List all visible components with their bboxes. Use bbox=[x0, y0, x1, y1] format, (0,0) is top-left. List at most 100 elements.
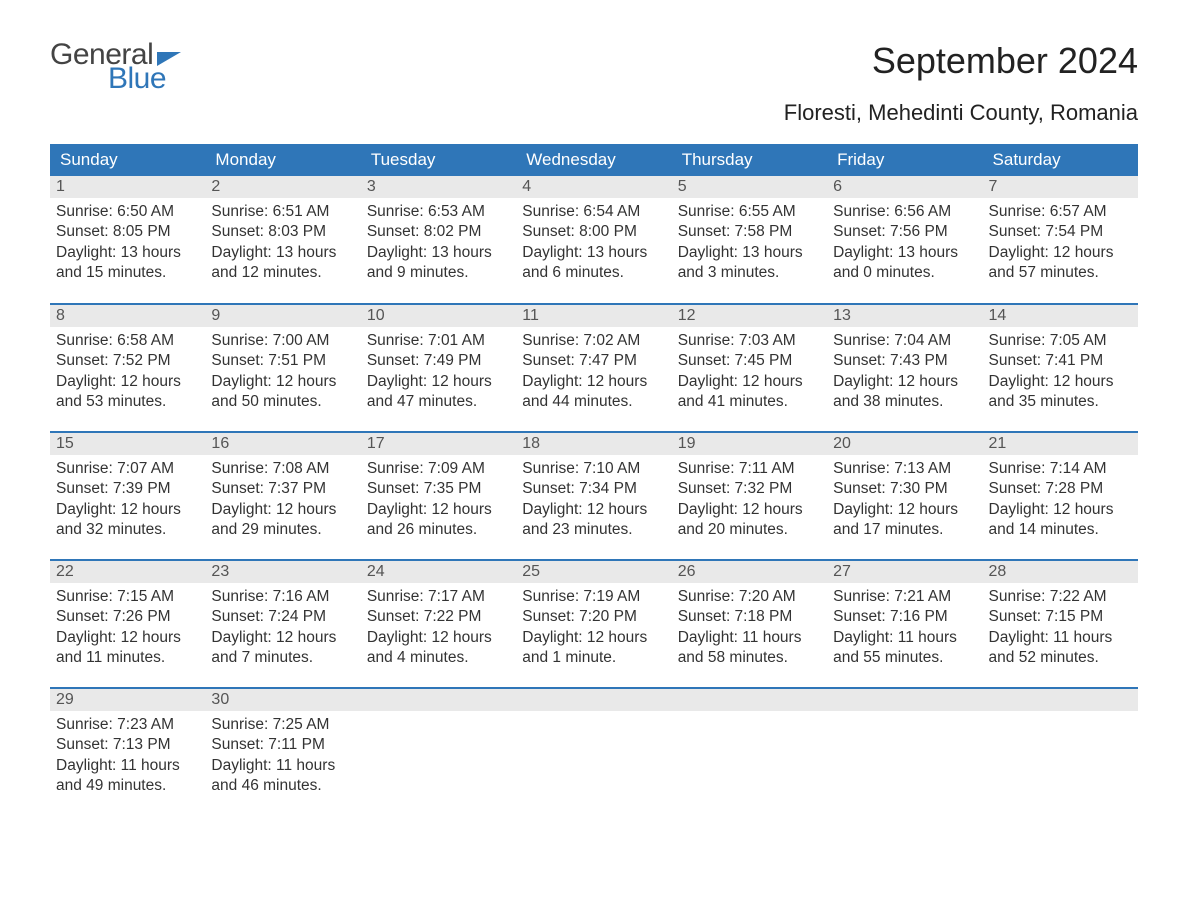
calendar-day-cell bbox=[827, 688, 982, 816]
day-details: Sunrise: 7:00 AMSunset: 7:51 PMDaylight:… bbox=[205, 327, 360, 419]
day-number-empty bbox=[983, 689, 1138, 711]
day-details: Sunrise: 6:55 AMSunset: 7:58 PMDaylight:… bbox=[672, 198, 827, 290]
day-details: Sunrise: 7:14 AMSunset: 7:28 PMDaylight:… bbox=[983, 455, 1138, 547]
day-number: 10 bbox=[361, 305, 516, 327]
calendar-day-cell: 21Sunrise: 7:14 AMSunset: 7:28 PMDayligh… bbox=[983, 432, 1138, 560]
calendar-day-cell: 23Sunrise: 7:16 AMSunset: 7:24 PMDayligh… bbox=[205, 560, 360, 688]
day-details: Sunrise: 6:53 AMSunset: 8:02 PMDaylight:… bbox=[361, 198, 516, 290]
day-details: Sunrise: 6:54 AMSunset: 8:00 PMDaylight:… bbox=[516, 198, 671, 290]
day-number: 18 bbox=[516, 433, 671, 455]
calendar-day-cell: 2Sunrise: 6:51 AMSunset: 8:03 PMDaylight… bbox=[205, 176, 360, 304]
day-number: 22 bbox=[50, 561, 205, 583]
day-details: Sunrise: 6:58 AMSunset: 7:52 PMDaylight:… bbox=[50, 327, 205, 419]
day-number: 7 bbox=[983, 176, 1138, 198]
day-number-empty bbox=[361, 689, 516, 711]
day-number-empty bbox=[827, 689, 982, 711]
brand-logo: General Blue bbox=[50, 40, 181, 94]
weekday-header: Tuesday bbox=[361, 144, 516, 176]
day-number: 15 bbox=[50, 433, 205, 455]
location-subtitle: Floresti, Mehedinti County, Romania bbox=[50, 100, 1138, 126]
day-number: 29 bbox=[50, 689, 205, 711]
day-number: 23 bbox=[205, 561, 360, 583]
day-number: 28 bbox=[983, 561, 1138, 583]
calendar-week-row: 8Sunrise: 6:58 AMSunset: 7:52 PMDaylight… bbox=[50, 304, 1138, 432]
calendar-day-cell: 17Sunrise: 7:09 AMSunset: 7:35 PMDayligh… bbox=[361, 432, 516, 560]
day-number: 27 bbox=[827, 561, 982, 583]
calendar-day-cell bbox=[672, 688, 827, 816]
day-details: Sunrise: 7:25 AMSunset: 7:11 PMDaylight:… bbox=[205, 711, 360, 803]
day-number: 12 bbox=[672, 305, 827, 327]
calendar-day-cell: 22Sunrise: 7:15 AMSunset: 7:26 PMDayligh… bbox=[50, 560, 205, 688]
calendar-day-cell: 3Sunrise: 6:53 AMSunset: 8:02 PMDaylight… bbox=[361, 176, 516, 304]
day-number: 9 bbox=[205, 305, 360, 327]
weekday-header: Monday bbox=[205, 144, 360, 176]
day-number: 14 bbox=[983, 305, 1138, 327]
calendar-day-cell: 5Sunrise: 6:55 AMSunset: 7:58 PMDaylight… bbox=[672, 176, 827, 304]
calendar-day-cell: 27Sunrise: 7:21 AMSunset: 7:16 PMDayligh… bbox=[827, 560, 982, 688]
calendar-day-cell bbox=[516, 688, 671, 816]
day-number: 11 bbox=[516, 305, 671, 327]
day-details: Sunrise: 7:23 AMSunset: 7:13 PMDaylight:… bbox=[50, 711, 205, 803]
calendar-day-cell bbox=[983, 688, 1138, 816]
day-number: 25 bbox=[516, 561, 671, 583]
day-details: Sunrise: 7:03 AMSunset: 7:45 PMDaylight:… bbox=[672, 327, 827, 419]
day-details: Sunrise: 7:10 AMSunset: 7:34 PMDaylight:… bbox=[516, 455, 671, 547]
day-details: Sunrise: 7:16 AMSunset: 7:24 PMDaylight:… bbox=[205, 583, 360, 675]
day-number: 21 bbox=[983, 433, 1138, 455]
calendar-day-cell: 15Sunrise: 7:07 AMSunset: 7:39 PMDayligh… bbox=[50, 432, 205, 560]
day-details: Sunrise: 7:08 AMSunset: 7:37 PMDaylight:… bbox=[205, 455, 360, 547]
day-details: Sunrise: 6:56 AMSunset: 7:56 PMDaylight:… bbox=[827, 198, 982, 290]
day-details: Sunrise: 6:57 AMSunset: 7:54 PMDaylight:… bbox=[983, 198, 1138, 290]
calendar-day-cell: 26Sunrise: 7:20 AMSunset: 7:18 PMDayligh… bbox=[672, 560, 827, 688]
calendar-day-cell: 19Sunrise: 7:11 AMSunset: 7:32 PMDayligh… bbox=[672, 432, 827, 560]
day-details: Sunrise: 7:21 AMSunset: 7:16 PMDaylight:… bbox=[827, 583, 982, 675]
weekday-header: Sunday bbox=[50, 144, 205, 176]
day-number: 3 bbox=[361, 176, 516, 198]
calendar-week-row: 15Sunrise: 7:07 AMSunset: 7:39 PMDayligh… bbox=[50, 432, 1138, 560]
calendar-day-cell: 18Sunrise: 7:10 AMSunset: 7:34 PMDayligh… bbox=[516, 432, 671, 560]
day-number: 17 bbox=[361, 433, 516, 455]
day-details: Sunrise: 7:22 AMSunset: 7:15 PMDaylight:… bbox=[983, 583, 1138, 675]
day-number: 2 bbox=[205, 176, 360, 198]
day-number: 5 bbox=[672, 176, 827, 198]
day-details: Sunrise: 7:02 AMSunset: 7:47 PMDaylight:… bbox=[516, 327, 671, 419]
day-number: 26 bbox=[672, 561, 827, 583]
calendar-week-row: 22Sunrise: 7:15 AMSunset: 7:26 PMDayligh… bbox=[50, 560, 1138, 688]
day-details: Sunrise: 6:50 AMSunset: 8:05 PMDaylight:… bbox=[50, 198, 205, 290]
day-details: Sunrise: 7:19 AMSunset: 7:20 PMDaylight:… bbox=[516, 583, 671, 675]
day-number: 6 bbox=[827, 176, 982, 198]
calendar-table: Sunday Monday Tuesday Wednesday Thursday… bbox=[50, 144, 1138, 816]
calendar-day-cell: 10Sunrise: 7:01 AMSunset: 7:49 PMDayligh… bbox=[361, 304, 516, 432]
calendar-day-cell: 7Sunrise: 6:57 AMSunset: 7:54 PMDaylight… bbox=[983, 176, 1138, 304]
day-number: 19 bbox=[672, 433, 827, 455]
calendar-day-cell: 24Sunrise: 7:17 AMSunset: 7:22 PMDayligh… bbox=[361, 560, 516, 688]
flag-icon bbox=[157, 52, 181, 66]
day-number: 4 bbox=[516, 176, 671, 198]
calendar-day-cell: 11Sunrise: 7:02 AMSunset: 7:47 PMDayligh… bbox=[516, 304, 671, 432]
calendar-day-cell: 1Sunrise: 6:50 AMSunset: 8:05 PMDaylight… bbox=[50, 176, 205, 304]
day-details: Sunrise: 7:09 AMSunset: 7:35 PMDaylight:… bbox=[361, 455, 516, 547]
day-number: 24 bbox=[361, 561, 516, 583]
weekday-header: Wednesday bbox=[516, 144, 671, 176]
weekday-header: Saturday bbox=[983, 144, 1138, 176]
calendar-day-cell: 4Sunrise: 6:54 AMSunset: 8:00 PMDaylight… bbox=[516, 176, 671, 304]
day-number-empty bbox=[672, 689, 827, 711]
day-details: Sunrise: 7:05 AMSunset: 7:41 PMDaylight:… bbox=[983, 327, 1138, 419]
day-details: Sunrise: 7:17 AMSunset: 7:22 PMDaylight:… bbox=[361, 583, 516, 675]
calendar-day-cell: 28Sunrise: 7:22 AMSunset: 7:15 PMDayligh… bbox=[983, 560, 1138, 688]
day-number: 8 bbox=[50, 305, 205, 327]
day-number: 20 bbox=[827, 433, 982, 455]
calendar-day-cell: 29Sunrise: 7:23 AMSunset: 7:13 PMDayligh… bbox=[50, 688, 205, 816]
calendar-day-cell: 16Sunrise: 7:08 AMSunset: 7:37 PMDayligh… bbox=[205, 432, 360, 560]
day-details: Sunrise: 7:11 AMSunset: 7:32 PMDaylight:… bbox=[672, 455, 827, 547]
calendar-day-cell: 25Sunrise: 7:19 AMSunset: 7:20 PMDayligh… bbox=[516, 560, 671, 688]
calendar-day-cell: 13Sunrise: 7:04 AMSunset: 7:43 PMDayligh… bbox=[827, 304, 982, 432]
calendar-week-row: 1Sunrise: 6:50 AMSunset: 8:05 PMDaylight… bbox=[50, 176, 1138, 304]
day-number-empty bbox=[516, 689, 671, 711]
day-details: Sunrise: 7:04 AMSunset: 7:43 PMDaylight:… bbox=[827, 327, 982, 419]
day-number: 13 bbox=[827, 305, 982, 327]
day-number: 1 bbox=[50, 176, 205, 198]
calendar-day-cell: 6Sunrise: 6:56 AMSunset: 7:56 PMDaylight… bbox=[827, 176, 982, 304]
day-number: 30 bbox=[205, 689, 360, 711]
day-number: 16 bbox=[205, 433, 360, 455]
